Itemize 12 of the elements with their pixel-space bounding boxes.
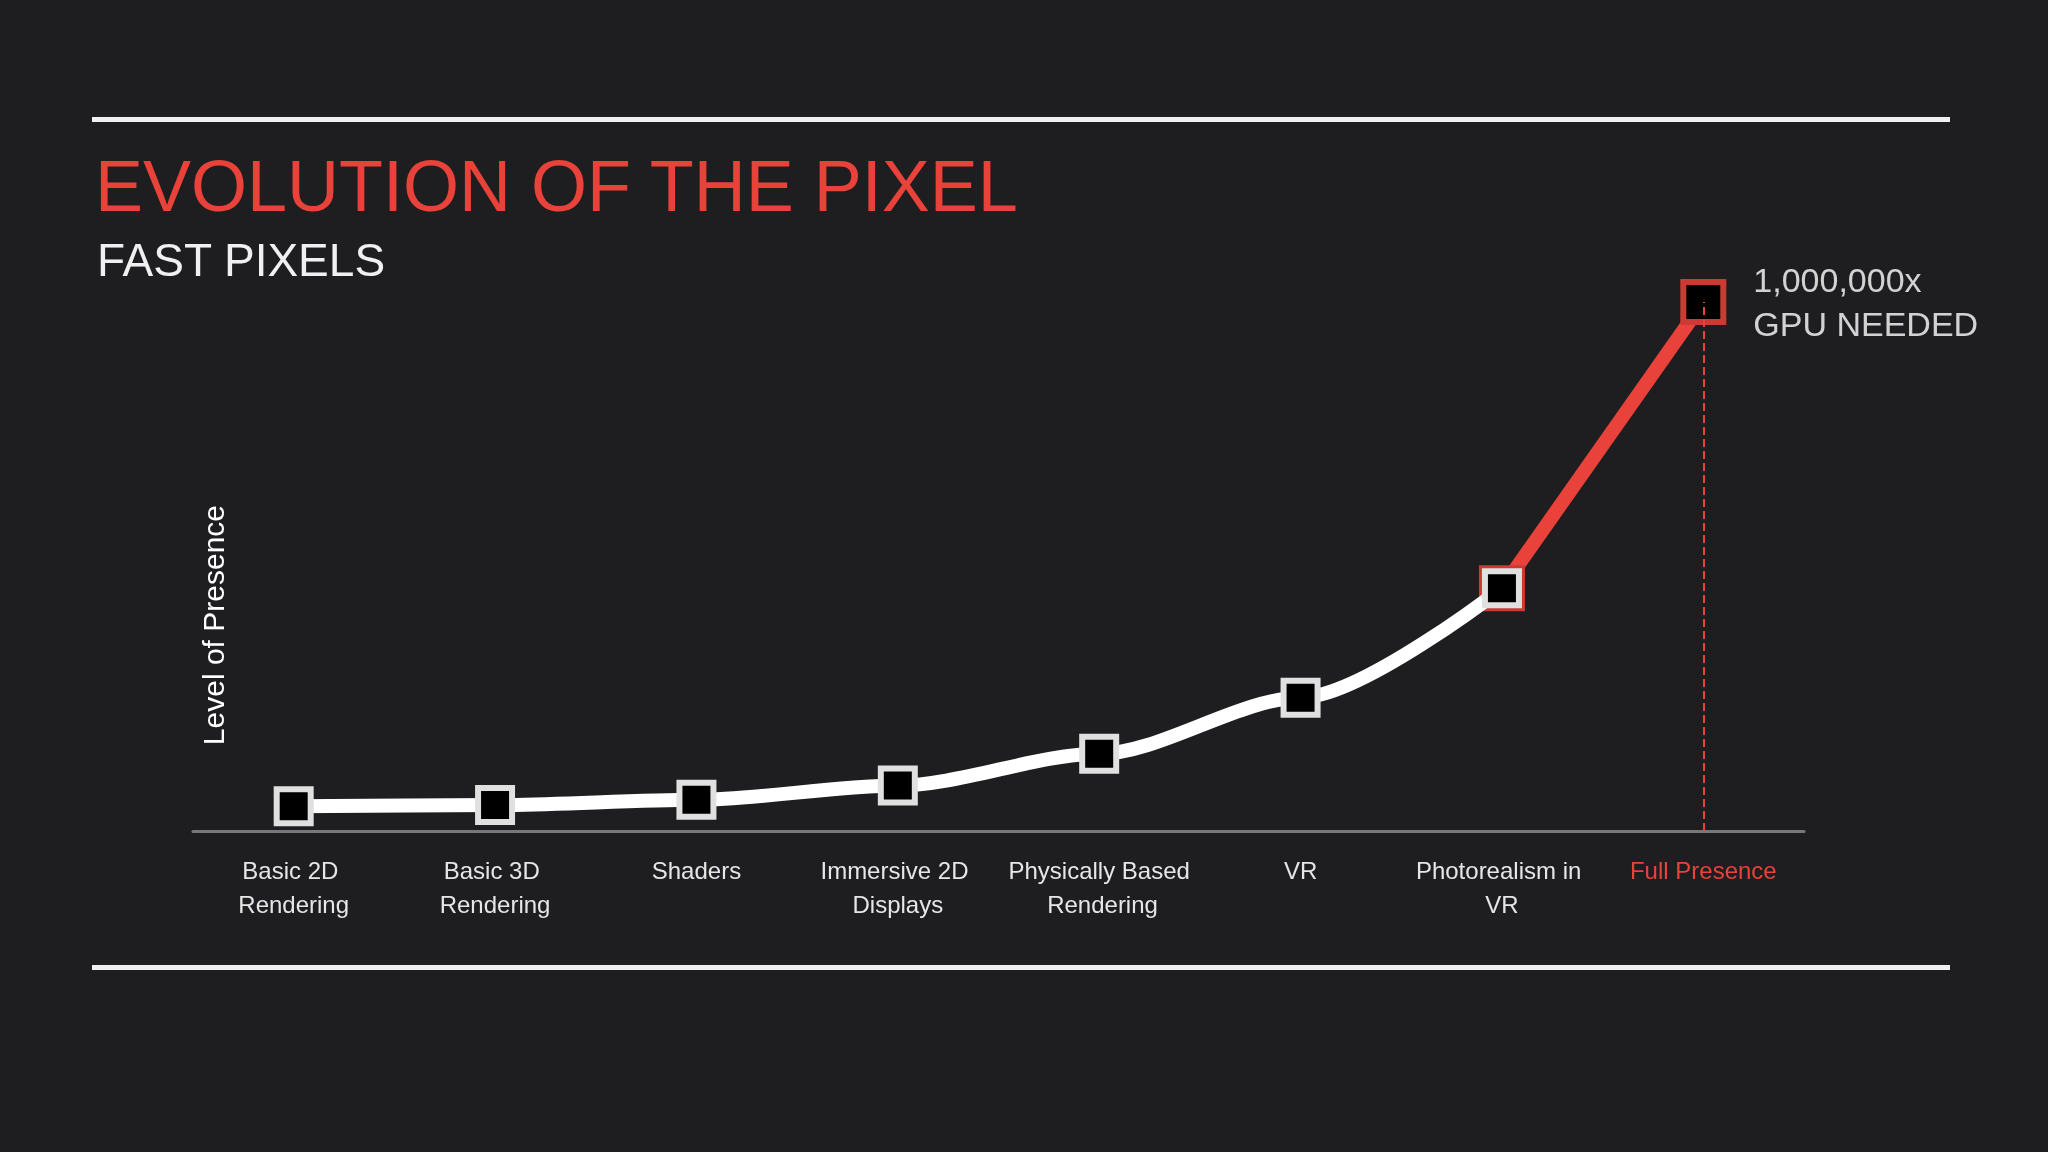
x-tick-label: Basic 3D Rendering — [439, 856, 551, 918]
x-tick-label: Shaders — [651, 856, 742, 884]
y-axis-title: Level of Presence — [196, 504, 230, 746]
x-tick-label: Basic 2D Rendering — [238, 856, 350, 918]
x-tick-label: VR — [1283, 856, 1318, 884]
x-tick-label: Full Presence — [1629, 856, 1777, 884]
x-tick-label: Immersive 2D Displays — [820, 856, 976, 918]
x-tick-label: Physically Based Rendering — [1008, 856, 1190, 918]
annotation: 1,000,000x GPU NEEDED — [1753, 261, 1979, 343]
chart-subtitle: FAST PIXELS — [97, 234, 386, 286]
chart-title: EVOLUTION OF THE PIXEL — [95, 146, 1018, 226]
x-tick-label: Photorealism in VR — [1415, 856, 1588, 918]
